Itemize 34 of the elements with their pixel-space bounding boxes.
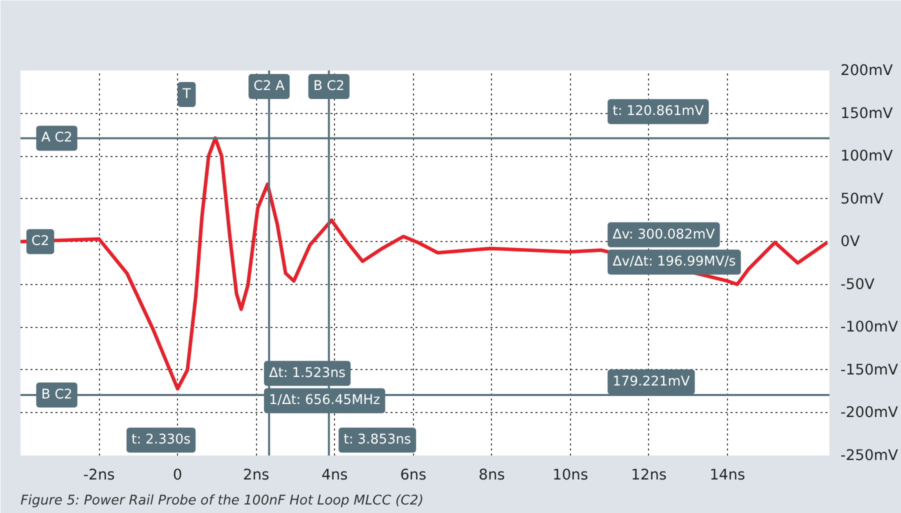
y-tick-label: -200mV [840, 404, 898, 422]
y-tick-label: 200mV [840, 62, 893, 79]
x-tick-label: 10ns [552, 466, 588, 484]
x-tick-label: -2ns [83, 466, 115, 484]
annotation: 179.221mV [612, 374, 690, 390]
ref-line-label: A C2 [41, 130, 72, 146]
x-tick-label: 4ns [322, 466, 348, 484]
x-tick-label: 0 [172, 466, 182, 484]
x-tick-label: 2ns [243, 466, 270, 484]
x-tick-label: 6ns [400, 466, 426, 484]
y-tick-label: 150mV [840, 104, 893, 122]
x-tick-label: 14ns [710, 466, 746, 484]
y-tick-label: -50V [840, 276, 874, 293]
annotation: Δt: 1.523ns [268, 366, 346, 381]
annotation: t: 120.861mV [612, 104, 704, 120]
annotation: t: 3.853ns [344, 432, 412, 448]
y-tick-label: 100mV [840, 148, 893, 165]
annotation: 1/Δt: 656.45MHz [268, 393, 380, 408]
annotation: C2 [31, 234, 50, 250]
y-tick-label: -150mV [840, 361, 898, 378]
y-tick-label: -250mV [840, 447, 898, 464]
x-tick-label: 12ns [631, 466, 667, 484]
caption: Figure 5: Power Rail Probe of the 100nF Hot Loop MLCC (C2) [20, 494, 424, 508]
y-tick-label: 0V [840, 233, 860, 250]
annotation: Δv/Δt: 196.99MV/s [612, 254, 736, 270]
ref-line-label: B C2 [313, 79, 344, 94]
x-tick-label: 8ns [478, 466, 505, 484]
y-tick-label: -100mV [840, 318, 898, 336]
annotation: Δv: 300.082mV [612, 227, 715, 242]
ref-line-label: B C2 [41, 387, 72, 402]
annotation: t: 2.330s [132, 432, 191, 448]
annotation: T [182, 86, 192, 102]
ref-line-label: C2 A [254, 79, 285, 94]
y-tick-label: 50mV [840, 190, 884, 208]
